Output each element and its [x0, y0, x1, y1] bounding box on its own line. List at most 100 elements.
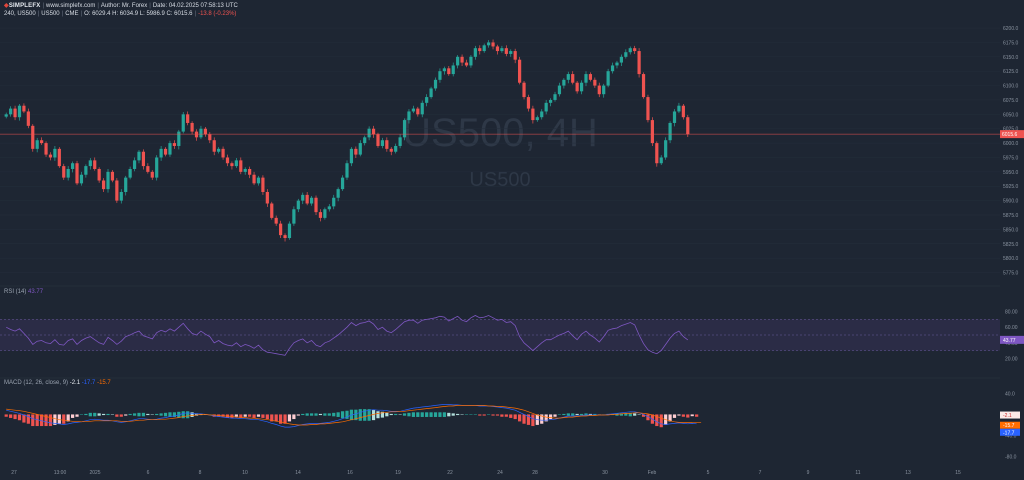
candle-body [88, 160, 92, 167]
candle-body [9, 108, 13, 115]
macd-value-text: -2.1 [1003, 413, 1012, 419]
candle-body [318, 212, 323, 218]
macd-histogram-bar [248, 414, 252, 417]
candle-body [380, 140, 385, 146]
candle-body [17, 105, 22, 118]
candle-body [633, 48, 637, 52]
macd-value-text: -15.7 [1003, 423, 1015, 429]
candle-body [593, 79, 597, 86]
candle-body [416, 108, 420, 115]
candle-body [66, 168, 70, 178]
macd-histogram-bar [681, 414, 685, 417]
price-tick-label: 6125.0 [1003, 69, 1019, 75]
candle-body [681, 105, 685, 118]
time-tick-label: 28 [532, 470, 538, 476]
candle-body [553, 94, 557, 100]
candle-body [367, 128, 371, 138]
macd-histogram-bar [504, 414, 508, 417]
macd-histogram-bar [513, 414, 517, 420]
macd-histogram-bar [150, 414, 154, 415]
candle-body [526, 97, 531, 109]
time-tick-label: 5 [707, 470, 710, 476]
candle-body [31, 125, 35, 149]
candle-body [606, 71, 610, 86]
timeframe-label[interactable]: 240, US500 [4, 11, 36, 17]
candle-body [624, 52, 628, 57]
candle-body [429, 88, 433, 98]
candles-group [0, 39, 1000, 242]
macd-histogram-bar [402, 413, 407, 416]
candle-body [389, 148, 393, 152]
macd-histogram-bar [93, 412, 97, 417]
macd-histogram-bar [234, 414, 238, 417]
candle-body [456, 56, 460, 66]
candle-body [358, 143, 362, 155]
candle-body [84, 166, 88, 175]
macd-histogram-bar [274, 414, 278, 422]
time-tick-label: 11 [855, 470, 860, 476]
macd-histogram-bar [212, 414, 216, 417]
rsi-tick-label: 20.00 [1005, 356, 1018, 362]
candle-body [26, 111, 30, 126]
macd-histogram-bar [540, 414, 544, 424]
macd-histogram-bar [447, 412, 451, 417]
candle-body [425, 97, 429, 103]
candle-body [588, 74, 593, 80]
macd-histogram-bar [66, 414, 70, 422]
logo-mark-icon: ◆ [4, 3, 9, 9]
macd-histogram-bar [155, 413, 159, 416]
macd-histogram-bar [380, 411, 385, 418]
macd-histogram-bar [500, 414, 504, 417]
candle-body [270, 203, 274, 218]
macd-histogram-bar [168, 412, 172, 417]
price-tick-label: 6175.0 [1003, 40, 1019, 46]
candle-body [518, 59, 522, 83]
macd-histogram-bar [548, 414, 553, 420]
price-tick-label: 6100.0 [1003, 84, 1019, 90]
candle-body [248, 168, 252, 175]
rsi-title: RSI (14) 43.77 [4, 289, 44, 295]
rsi-value-tag [1000, 335, 1024, 344]
candle-body [274, 217, 278, 224]
date-text: Date: 04.02.2025 07:58:13 UTC [152, 3, 238, 9]
macd-histogram-bar [146, 413, 150, 416]
macd-histogram-bar [478, 414, 482, 416]
time-tick-label: Feb [648, 470, 657, 476]
time-tick-label: 6 [147, 470, 150, 476]
macd-histogram-bar [460, 414, 464, 415]
candle-body [159, 148, 163, 158]
macd-histogram-bar [305, 413, 309, 416]
candle-body [332, 197, 336, 207]
macd-histogram-bar [628, 412, 632, 417]
macd-histogram-bar [194, 413, 199, 416]
macd-histogram-bar [641, 414, 646, 417]
macd-histogram-bar [438, 412, 442, 417]
candle-body [469, 56, 473, 66]
rsi-line [6, 315, 689, 356]
candle-body [509, 51, 513, 54]
candle-body [677, 105, 681, 112]
candle-body [93, 160, 97, 169]
candle-body [340, 177, 345, 190]
macd-histogram-bar [239, 414, 243, 418]
candle-body [296, 200, 300, 210]
time-axis: 27 13:00 2025 6 8 10 14 16 19 22 24 28 30 Feb 5 7 9 11 13 1… [11, 470, 961, 476]
price-tick-label: 5925.0 [1003, 184, 1019, 190]
change-readout: -13.8 (-0.23%) [198, 11, 237, 17]
macd-histogram-bar [655, 414, 659, 427]
macd-value-tag [1000, 421, 1020, 429]
macd-histogram-bar [270, 414, 274, 422]
candle-body [566, 74, 570, 80]
candle-body [615, 62, 619, 66]
candle-body [619, 56, 623, 63]
candle-body [354, 148, 358, 155]
site-url[interactable]: www.simplefx.com [46, 3, 96, 9]
macd-histogram-bar [48, 414, 53, 427]
macd-histogram-bar [309, 413, 314, 416]
candle-body [261, 177, 265, 192]
time-tick-label: 15 [955, 470, 961, 476]
candle-body [491, 42, 495, 47]
price-tick-label: 5900.0 [1003, 199, 1019, 205]
candle-body [438, 71, 442, 80]
